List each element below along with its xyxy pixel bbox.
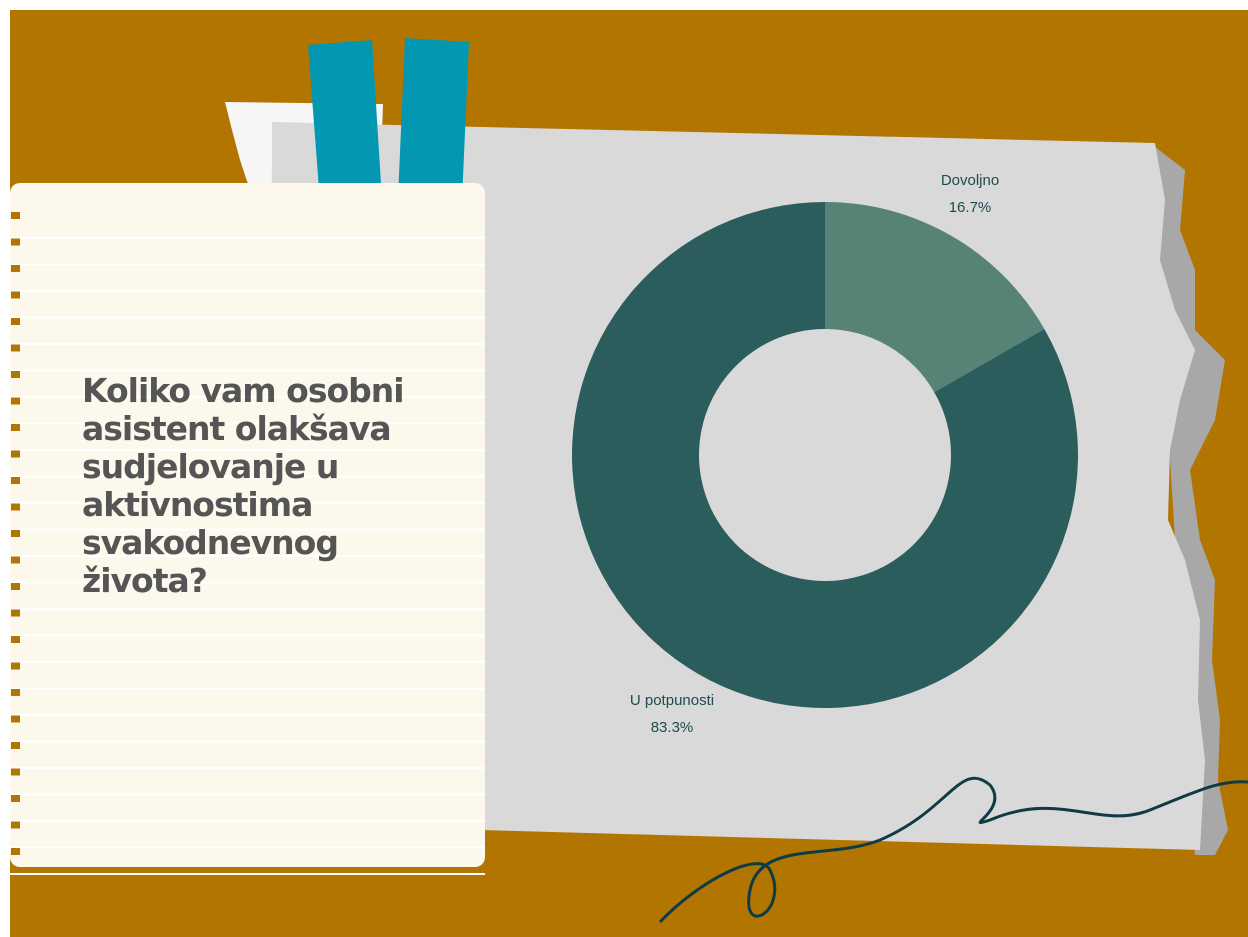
chart-title: Koliko vam osobni asistent olakšava sudj… [82, 371, 405, 600]
donut-chart: Dovoljno 16.7% U potpunosti 83.3% [572, 172, 1078, 736]
binding-hole [11, 795, 20, 802]
value-label: 83.3% [651, 719, 694, 736]
binding-hole [11, 477, 20, 484]
donut-slice [572, 202, 1078, 709]
binding-hole [11, 848, 20, 855]
binding-hole [11, 503, 20, 511]
binding-hole [11, 821, 20, 829]
binding-hole [11, 689, 20, 696]
binding-hole [11, 450, 20, 458]
notebook [10, 183, 485, 875]
binding-hole [11, 609, 20, 617]
binding-hole [11, 742, 20, 749]
binding-hole [11, 583, 20, 590]
binding-hole [11, 768, 20, 776]
binding-hole [11, 556, 20, 564]
slice-label: U potpunosti [630, 692, 714, 709]
binding-hole [11, 715, 20, 723]
squiggle [658, 776, 1248, 924]
slice-label: Dovoljno [941, 172, 999, 189]
binding-hole [11, 291, 20, 299]
binding-hole [11, 397, 20, 405]
tape [398, 38, 469, 200]
binding-hole [11, 318, 20, 325]
value-label: 16.7% [949, 199, 992, 216]
binding-hole [11, 424, 20, 431]
binding-hole [11, 636, 20, 643]
binding-hole [11, 371, 20, 378]
binding-hole [11, 265, 20, 272]
binding-hole [11, 344, 20, 352]
binding-hole [11, 530, 20, 537]
tape [308, 40, 382, 202]
notebook-page [10, 183, 485, 867]
binding-hole [11, 238, 20, 246]
binding-hole [11, 662, 20, 670]
binding-hole [11, 212, 20, 219]
donut-slice [825, 202, 1045, 393]
